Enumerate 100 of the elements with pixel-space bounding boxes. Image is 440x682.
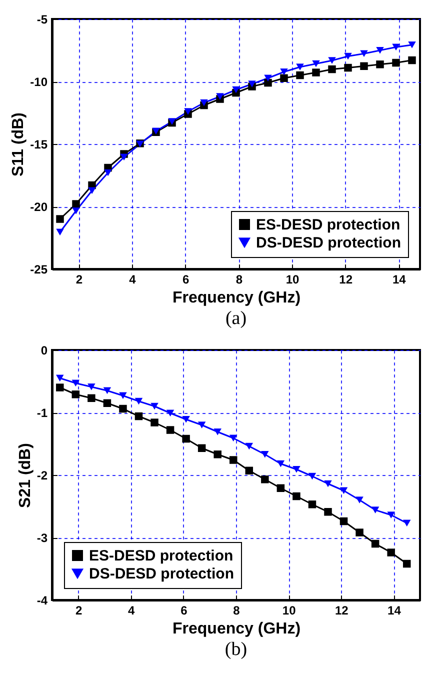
x-tick-label: 2 xyxy=(75,604,82,618)
point xyxy=(360,62,368,70)
point xyxy=(230,456,238,464)
point xyxy=(324,508,332,516)
x-tick-label: 4 xyxy=(129,272,136,286)
point xyxy=(245,442,254,450)
point xyxy=(230,434,238,442)
point xyxy=(392,44,400,50)
point xyxy=(56,384,64,392)
point xyxy=(72,200,80,208)
point xyxy=(216,93,224,100)
point xyxy=(312,60,320,68)
y-tick-label: -5 xyxy=(36,12,48,26)
point xyxy=(276,484,285,492)
x-tick-label: 4 xyxy=(128,604,136,618)
point xyxy=(232,86,240,94)
point xyxy=(72,208,80,214)
point xyxy=(340,487,348,494)
point xyxy=(214,450,222,458)
point xyxy=(56,374,64,382)
text: (b) xyxy=(224,639,248,660)
point xyxy=(88,384,96,390)
point xyxy=(200,99,208,106)
point xyxy=(104,169,112,176)
point xyxy=(344,64,352,72)
point xyxy=(376,47,384,54)
point xyxy=(324,480,332,488)
y-tick-label: -1 xyxy=(36,406,48,420)
point xyxy=(119,404,127,413)
point xyxy=(120,154,128,160)
point xyxy=(134,398,143,405)
point xyxy=(312,68,320,76)
point xyxy=(328,57,336,64)
text: (a) xyxy=(225,308,247,329)
point xyxy=(328,65,336,74)
point xyxy=(261,451,269,458)
y-tick-label: -4 xyxy=(36,594,48,608)
y-axis-title: S11 (dB) xyxy=(10,112,28,177)
point xyxy=(261,476,269,484)
point xyxy=(360,50,368,57)
x-tick-label: 10 xyxy=(286,272,300,286)
point xyxy=(308,472,316,480)
point xyxy=(166,410,174,416)
point xyxy=(103,387,112,394)
point xyxy=(245,466,254,474)
point xyxy=(292,492,300,500)
point xyxy=(103,399,112,407)
x-tick-label: 2 xyxy=(76,272,83,286)
point xyxy=(72,380,80,386)
point xyxy=(280,74,288,82)
x-tick-label: 8 xyxy=(236,272,243,286)
y-tick-label: -2 xyxy=(36,468,48,482)
y-tick-label: -20 xyxy=(30,200,48,214)
point xyxy=(198,422,206,428)
point xyxy=(182,416,190,423)
y-tick-label: -15 xyxy=(30,138,48,152)
x-tick-label: 10 xyxy=(282,604,296,618)
point xyxy=(402,560,411,568)
y-tick-label: -25 xyxy=(30,262,48,276)
point xyxy=(280,68,288,76)
point xyxy=(292,466,300,473)
point xyxy=(150,402,158,410)
point xyxy=(182,434,190,443)
legend-label: ES-DESD protection xyxy=(256,216,400,234)
legend-label: DS-DESD protection xyxy=(256,234,402,252)
x-tick-label: 12 xyxy=(339,272,353,286)
point xyxy=(371,540,380,548)
point xyxy=(198,444,206,452)
point xyxy=(402,520,411,526)
point xyxy=(356,528,364,536)
point xyxy=(150,418,158,426)
y-tick-label: 0 xyxy=(40,344,48,358)
point xyxy=(408,42,416,48)
point xyxy=(264,74,272,82)
point xyxy=(166,426,174,434)
point xyxy=(119,392,127,399)
point xyxy=(308,500,316,508)
y-tick-label: -10 xyxy=(30,75,48,89)
point xyxy=(376,60,384,68)
point xyxy=(264,78,272,87)
point xyxy=(72,390,80,398)
point xyxy=(88,394,96,402)
legend-label: DS-DESD protection xyxy=(89,566,234,582)
x-tick-label: 6 xyxy=(182,272,190,286)
point xyxy=(344,52,352,60)
x-tick-label: 8 xyxy=(233,604,240,618)
y-tick-label: -3 xyxy=(36,531,48,545)
point xyxy=(56,215,64,223)
x-tick-label: 14 xyxy=(388,604,402,618)
point xyxy=(184,108,192,115)
point xyxy=(88,187,96,194)
point xyxy=(356,496,364,504)
point xyxy=(387,548,395,556)
point xyxy=(408,56,416,64)
point xyxy=(248,80,256,88)
point xyxy=(296,71,304,80)
x-axis-title: Frequency (GHz) xyxy=(172,290,301,306)
point xyxy=(387,512,395,518)
y-axis-title: S21 (dB) xyxy=(16,443,34,508)
x-axis-title: Frequency (GHz) xyxy=(172,620,301,638)
